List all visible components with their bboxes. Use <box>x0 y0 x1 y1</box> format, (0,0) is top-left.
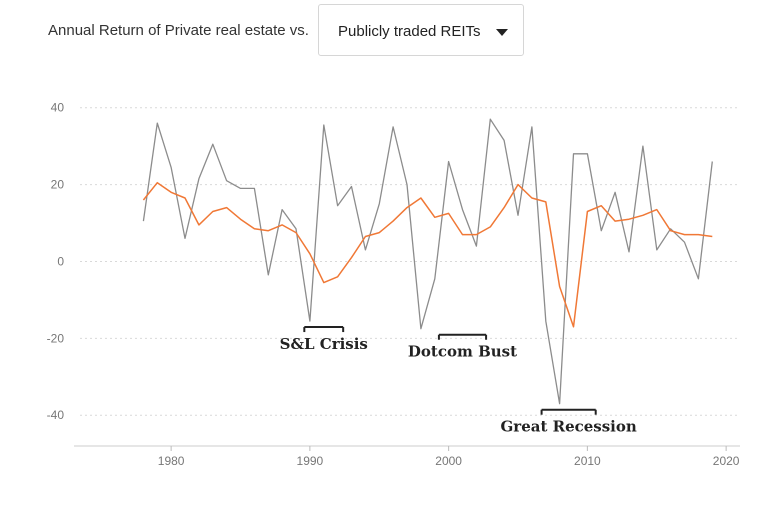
x-tick-label: 1980 <box>158 454 185 468</box>
annotation-label-dotcom-bust: Dotcom Bust <box>408 343 517 361</box>
y-tick-label: 0 <box>57 254 64 268</box>
chart-title-prefix: Annual Return of Private real estate vs. <box>48 22 309 39</box>
x-tick-label: 2020 <box>713 454 740 468</box>
y-tick-label: 20 <box>51 178 65 192</box>
annotation-label-s-l-crisis: S&L Crisis <box>280 335 368 353</box>
y-tick-label: 40 <box>51 101 65 115</box>
x-tick-label: 2010 <box>574 454 601 468</box>
series-line-private-real-estate <box>142 181 713 328</box>
series-line-publicly-traded-reits <box>142 118 713 405</box>
annotation-label-great-recession: Great Recession <box>500 418 636 436</box>
x-tick-label: 2000 <box>435 454 462 468</box>
y-tick-label: -20 <box>47 331 65 345</box>
y-tick-label: -40 <box>47 408 65 422</box>
series-selector-dropdown[interactable]: Publicly traded REITs <box>318 4 524 56</box>
dropdown-selected-value: Publicly traded REITs <box>338 23 481 40</box>
caret-down-icon[interactable] <box>496 29 508 36</box>
x-tick-label: 1990 <box>297 454 324 468</box>
